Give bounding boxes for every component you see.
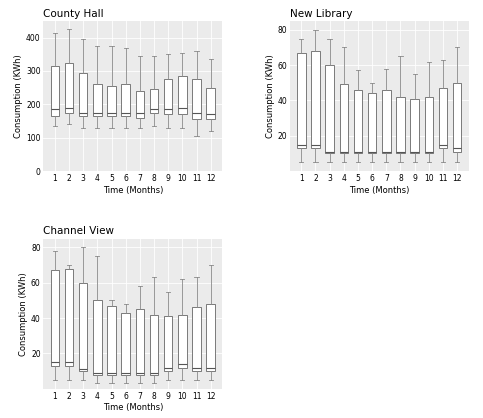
- X-axis label: Time (Months): Time (Months): [102, 186, 163, 195]
- PathPatch shape: [439, 88, 447, 148]
- PathPatch shape: [206, 88, 215, 119]
- PathPatch shape: [425, 97, 433, 153]
- PathPatch shape: [164, 316, 172, 371]
- PathPatch shape: [136, 91, 144, 117]
- PathPatch shape: [382, 90, 391, 153]
- PathPatch shape: [51, 66, 59, 116]
- Y-axis label: Consumption (KWh): Consumption (KWh): [266, 54, 275, 138]
- PathPatch shape: [121, 313, 130, 375]
- PathPatch shape: [311, 51, 320, 148]
- PathPatch shape: [453, 83, 461, 152]
- Y-axis label: Consumption (KWh): Consumption (KWh): [19, 272, 28, 356]
- PathPatch shape: [150, 315, 158, 375]
- X-axis label: Time (Months): Time (Months): [349, 186, 410, 195]
- PathPatch shape: [121, 84, 130, 116]
- PathPatch shape: [297, 53, 306, 148]
- PathPatch shape: [79, 283, 87, 371]
- PathPatch shape: [164, 79, 172, 114]
- PathPatch shape: [65, 269, 73, 366]
- Text: County Hall: County Hall: [43, 9, 104, 19]
- PathPatch shape: [79, 73, 87, 116]
- PathPatch shape: [192, 79, 201, 119]
- PathPatch shape: [340, 84, 348, 153]
- PathPatch shape: [368, 93, 376, 153]
- PathPatch shape: [65, 63, 73, 113]
- PathPatch shape: [178, 76, 186, 114]
- PathPatch shape: [192, 308, 201, 371]
- PathPatch shape: [107, 86, 116, 116]
- PathPatch shape: [411, 99, 419, 153]
- Y-axis label: Consumption (KWh): Consumption (KWh): [14, 54, 23, 138]
- PathPatch shape: [93, 84, 101, 116]
- PathPatch shape: [51, 270, 59, 366]
- Text: Channel View: Channel View: [43, 227, 114, 237]
- PathPatch shape: [93, 301, 101, 375]
- PathPatch shape: [396, 97, 405, 153]
- X-axis label: Time (Months): Time (Months): [102, 403, 163, 412]
- PathPatch shape: [206, 304, 215, 371]
- PathPatch shape: [178, 315, 186, 367]
- PathPatch shape: [107, 306, 116, 375]
- PathPatch shape: [354, 90, 362, 153]
- PathPatch shape: [326, 65, 334, 153]
- PathPatch shape: [150, 89, 158, 113]
- PathPatch shape: [136, 309, 144, 375]
- Text: New Library: New Library: [290, 9, 353, 19]
